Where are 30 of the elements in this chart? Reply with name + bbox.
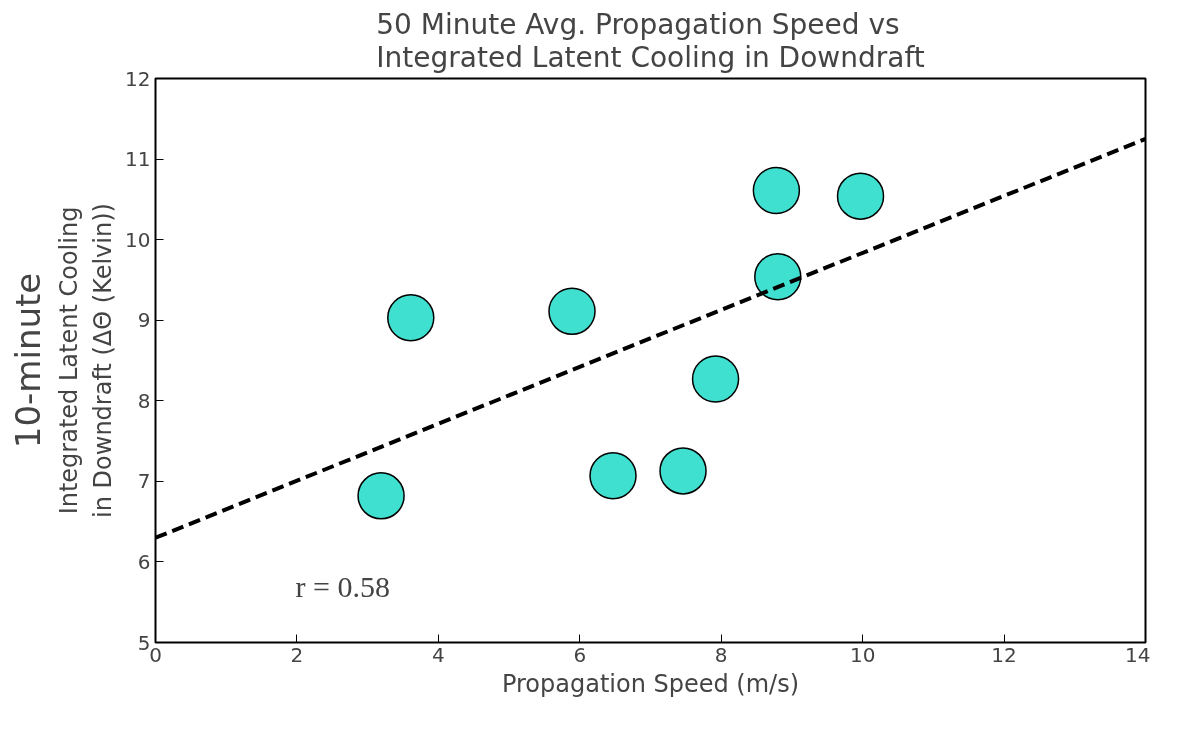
point <box>548 287 596 336</box>
point <box>387 294 435 342</box>
annotation: r = 0.58 <box>295 569 390 603</box>
point <box>754 253 802 301</box>
y-tick-label: 10 <box>125 227 151 252</box>
point <box>659 447 707 495</box>
y-tick-label: 6 <box>137 549 151 574</box>
x-tick-label: 0 <box>149 642 162 667</box>
point <box>691 355 740 403</box>
x-tick-label: 12 <box>991 642 1017 667</box>
y-tick-label: 5 <box>137 630 151 655</box>
chart-title: 50 Minute Avg. Propagation Speed vs Integrated Latent Cooling in Downdraft <box>376 7 925 74</box>
text: 10-minute <box>7 272 48 449</box>
x-tick-label: 10 <box>849 642 876 667</box>
x-tick-label: 8 <box>714 642 728 667</box>
y-tick-label: 8 <box>137 388 151 413</box>
y-tick-label: 11 <box>125 147 151 172</box>
point <box>357 472 405 520</box>
point <box>752 166 801 215</box>
y-tick-label: 9 <box>137 308 151 333</box>
x-tick-label: 14 <box>1125 642 1151 667</box>
y-tick-label: 12 <box>125 66 151 91</box>
y-tick-label: 7 <box>137 469 151 494</box>
x-tick-label: 4 <box>431 642 445 667</box>
point <box>836 172 885 220</box>
x-axis-title: Propagation Speed (m/s) <box>501 669 800 698</box>
x-tick-label: 6 <box>573 642 587 667</box>
y-axis-title: Integrated Latent Cooling in Downdraft (ΔΘ (Kelvin)) <box>55 203 118 518</box>
x-tick-label: 2 <box>290 642 304 667</box>
point <box>589 452 637 500</box>
